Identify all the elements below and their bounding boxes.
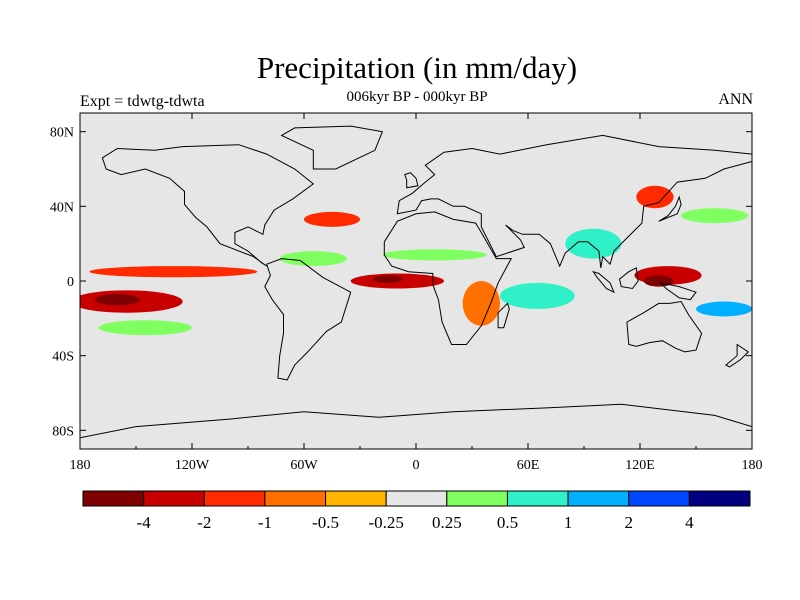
anomaly-pacific-south-wet (98, 320, 192, 336)
anomaly-south-asia-wet (565, 228, 622, 259)
anomaly-east-africa-dry (462, 281, 501, 326)
coastline-3 (396, 134, 752, 268)
colorbar-swatch (385, 490, 448, 507)
y-tick-label: 0 (67, 275, 74, 290)
colorbar-label: 0.25 (432, 513, 462, 532)
colorbar-label: -2 (197, 513, 211, 532)
anomaly-east-asia-dry (636, 185, 674, 209)
anomaly-south-america-wet (279, 251, 347, 267)
coastline-11 (592, 270, 615, 294)
plot-title: Precipitation (in mm/day) (256, 50, 578, 85)
x-tick-label: 120E (625, 458, 655, 473)
anomaly-west-pacific-wet (696, 301, 752, 317)
coastline-10 (618, 267, 639, 290)
colorbar-swatch (567, 490, 630, 507)
colorbar-swatch (143, 490, 205, 507)
x-tick-label: 180 (742, 458, 763, 473)
coastline-8 (404, 172, 419, 189)
coastline-2 (383, 211, 513, 345)
y-tick-label: 80S (52, 424, 74, 439)
coastline-7 (497, 302, 510, 329)
x-tick-label: 60E (517, 458, 540, 473)
colorbar-swatch (628, 490, 690, 507)
season-label: ANN (718, 91, 753, 108)
experiment-label: Expt = tdwtg-tdwta (80, 93, 205, 110)
coastline-12 (658, 282, 697, 301)
colorbar-swatch (446, 490, 508, 507)
coastline-9 (658, 195, 682, 222)
y-tick-label: 40S (52, 350, 74, 365)
colorbar-label: -0.5 (312, 513, 339, 532)
anomaly-sahel-wet (382, 249, 487, 261)
anomaly-atlantic-dry-core (373, 275, 403, 283)
colorbar-swatch (325, 490, 387, 507)
anomaly-layer (80, 185, 752, 336)
coastline-13 (724, 343, 750, 368)
colorbar-label: 0.5 (497, 513, 518, 532)
colorbar-label: 4 (685, 513, 694, 532)
coastlines (80, 125, 752, 449)
colorbar-label: 1 (564, 513, 573, 532)
coastline-6 (80, 403, 752, 449)
anomaly-north-pacific-wet (681, 208, 749, 224)
colorbar-label: -0.25 (368, 513, 403, 532)
colorbar-swatch (203, 490, 266, 507)
x-tick-label: 180 (70, 458, 91, 473)
anomaly-pacific-itcz-dry (89, 266, 258, 278)
y-tick-label: 80N (50, 126, 74, 141)
colorbar-label: -1 (258, 513, 272, 532)
colorbar-swatch (264, 490, 327, 507)
coastline-4 (626, 300, 703, 353)
colorbar-label: 2 (624, 513, 633, 532)
x-tick-label: 0 (413, 458, 420, 473)
colorbar-swatch (506, 490, 569, 507)
anomaly-indian-ocean-wet (499, 282, 575, 309)
y-tick-label: 40N (50, 200, 74, 215)
colorbar-swatch (82, 490, 145, 507)
x-tick-label: 120W (175, 458, 210, 473)
x-tick-label: 60W (290, 458, 318, 473)
colorbar-label: -4 (137, 513, 152, 532)
coastline-0 (101, 144, 315, 267)
plot-subtitle: 006kyr BP - 000kyr BP (346, 89, 488, 105)
coastline-5 (280, 125, 384, 170)
anomaly-central-pacific-very-dry (94, 294, 140, 306)
coastline-1 (264, 258, 352, 381)
colorbar-swatch (688, 490, 751, 507)
anomaly-north-atlantic-dry (304, 211, 360, 227)
